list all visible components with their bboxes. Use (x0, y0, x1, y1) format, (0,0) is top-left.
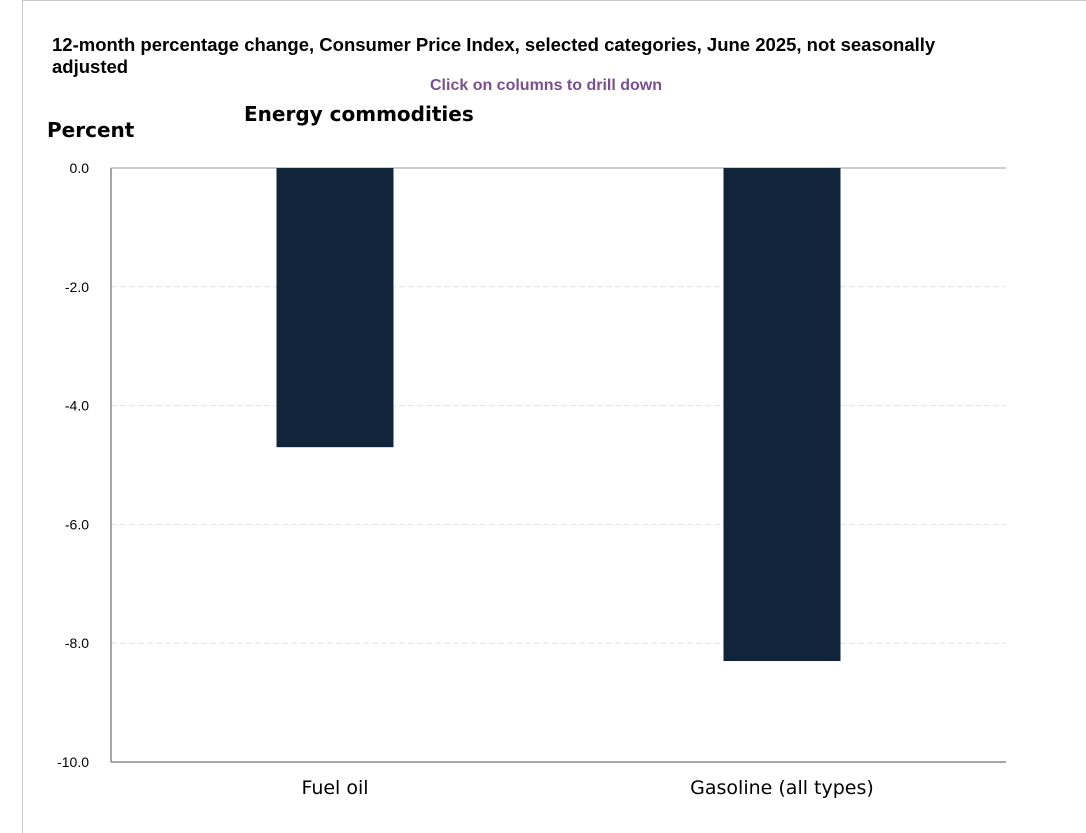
y-tick-label: -6.0 (65, 516, 89, 532)
y-tick-label: -4.0 (65, 398, 89, 414)
y-tick-label: -8.0 (65, 635, 89, 651)
x-category-label: Gasoline (all types) (690, 777, 874, 799)
chart-frame (22, 0, 1086, 833)
y-tick-label: -10.0 (57, 754, 89, 770)
chart-subtitle: Energy commodities (244, 102, 474, 126)
y-axis-label: Percent (47, 118, 135, 142)
bar[interactable] (723, 168, 841, 662)
chart-title: 12-month percentage change, Consumer Pri… (52, 34, 936, 77)
x-category-label: Fuel oil (301, 777, 368, 799)
y-tick-label: -2.0 (65, 279, 89, 295)
y-tick-label: 0.0 (70, 160, 90, 176)
bar[interactable] (276, 168, 394, 448)
drill-down-hint[interactable]: Click on columns to drill down (430, 77, 663, 94)
